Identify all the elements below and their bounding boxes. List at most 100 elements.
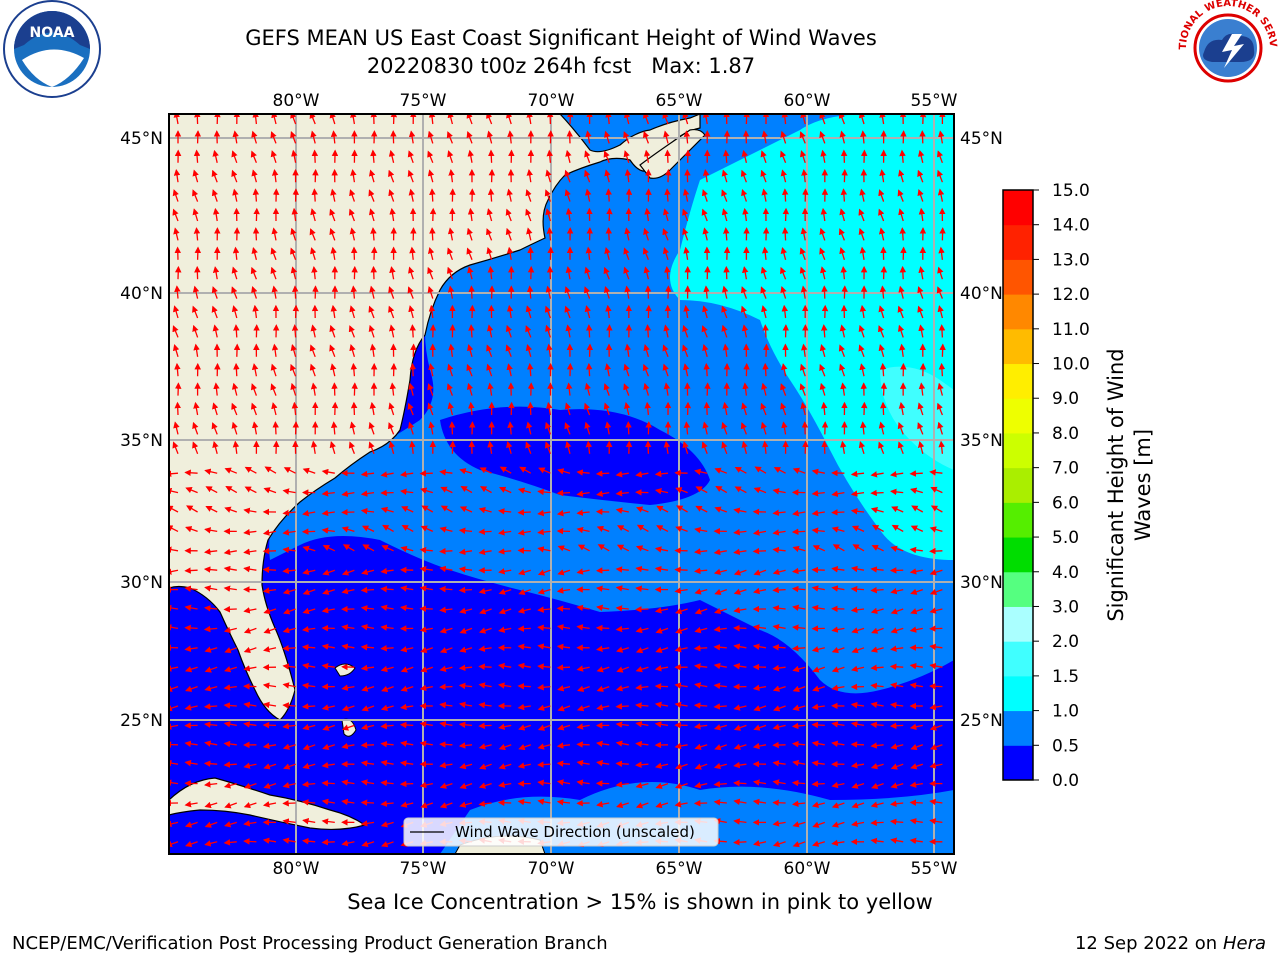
wave-direction-arrow [635,606,649,613]
wave-direction-arrow [420,487,433,494]
wave-direction-arrow [419,546,433,554]
wave-direction-arrow [282,645,296,652]
wave-direction-arrow [439,547,453,555]
wave-direction-arrow [350,285,358,299]
colorbar-tick-label: 5.0 [1052,528,1079,548]
wave-direction-arrow [760,421,767,435]
wave-direction-arrow [231,286,238,299]
wave-direction-arrow [545,324,552,338]
wave-direction-arrow [282,702,296,709]
wave-direction-arrow [479,467,492,474]
wave-direction-arrow [192,324,199,338]
wave-direction-arrow [174,362,181,377]
wave-direction-arrow [772,604,786,612]
wave-direction-arrow [714,588,728,595]
wave-direction-arrow [233,324,240,338]
wave-direction-arrow [674,608,688,615]
wave-direction-arrow [819,227,826,241]
wave-direction-arrow [243,607,257,614]
wave-direction-arrow [584,266,591,280]
wave-direction-arrow [682,208,689,222]
wave-direction-arrow [811,566,825,574]
wave-direction-arrow [615,605,629,612]
wave-direction-arrow [169,568,179,575]
wave-direction-arrow [890,545,904,552]
wave-direction-arrow [811,721,825,729]
wave-direction-arrow [204,527,218,534]
wave-direction-arrow [329,227,336,241]
wave-direction-arrow [349,344,356,357]
wave-direction-arrow [232,188,239,202]
wave-direction-arrow [741,149,748,163]
wave-direction-arrow [821,285,828,299]
wave-direction-arrow [879,169,886,183]
wave-direction-arrow [231,150,238,164]
wave-band-1.5-2.0 [880,366,954,470]
wave-direction-arrow [459,627,473,634]
wave-direction-arrow [505,344,512,358]
wave-direction-arrow [839,208,846,222]
wave-direction-arrow [169,546,179,553]
wave-direction-arrow [635,647,649,654]
wave-direction-arrow [360,605,375,612]
wave-direction-arrow [537,528,551,536]
wave-direction-arrow [917,286,924,299]
wave-direction-arrow [878,208,885,222]
wave-direction-arrow [380,645,394,652]
wave-direction-arrow [467,207,475,222]
wave-direction-arrow [458,664,473,672]
wave-direction-arrow [937,421,944,435]
colorbar-tick-label: 4.0 [1052,563,1079,583]
wave-direction-arrow [624,343,632,357]
wave-direction-arrow [360,470,375,478]
wave-direction-arrow [819,382,826,396]
wave-direction-arrow [859,363,866,377]
wave-direction-arrow [851,647,865,654]
wave-direction-arrow [635,761,649,768]
wave-direction-arrow [243,627,257,634]
wave-direction-arrow [310,382,318,396]
wave-direction-arrow [537,546,551,553]
wave-direction-arrow [321,779,335,787]
wave-direction-arrow [409,440,416,454]
wave-direction-arrow [761,382,768,396]
wave-direction-arrow [623,150,630,164]
wave-direction-arrow [203,566,218,573]
wave-direction-arrow [742,207,749,222]
wave-direction-arrow [380,665,394,673]
wave-direction-arrow [446,247,454,261]
wave-direction-arrow [760,266,767,280]
colorbar-tick-label: 13.0 [1052,250,1090,270]
wave-direction-arrow [427,130,434,144]
wave-direction-arrow [184,567,198,574]
wave-direction-arrow [801,169,808,183]
wave-direction-arrow [741,188,748,202]
wave-direction-arrow [342,544,355,552]
wave-direction-arrow [223,565,237,573]
wave-direction-arrow [192,441,199,455]
wave-direction-arrow [819,363,826,377]
wave-direction-arrow [772,546,786,554]
svg-text:60°W: 60°W [784,859,831,879]
footer-credit: NCEP/EMC/Verification Post Processing Pr… [12,933,608,954]
wave-direction-arrow [212,207,220,222]
wave-direction-arrow [192,421,199,435]
wave-direction-arrow [753,569,767,576]
wave-direction-arrow [388,169,395,183]
wave-direction-arrow [302,509,316,517]
wave-direction-arrow [341,684,355,691]
wave-direction-arrow [762,324,769,338]
wave-direction-arrow [341,624,355,631]
wave-direction-arrow [870,566,884,573]
wave-direction-arrow [937,305,944,319]
wave-direction-arrow [310,324,317,338]
wave-direction-arrow [231,421,238,435]
wave-direction-arrow [419,626,433,633]
wave-direction-arrow [330,246,337,260]
wave-direction-arrow [604,130,611,144]
legend-label: Wind Wave Direction (unscaled) [455,823,695,841]
wave-direction-arrow [713,682,727,690]
colorbar-tick-label: 9.0 [1052,389,1079,409]
wave-direction-arrow [557,468,571,475]
wave-direction-arrow [459,607,473,614]
